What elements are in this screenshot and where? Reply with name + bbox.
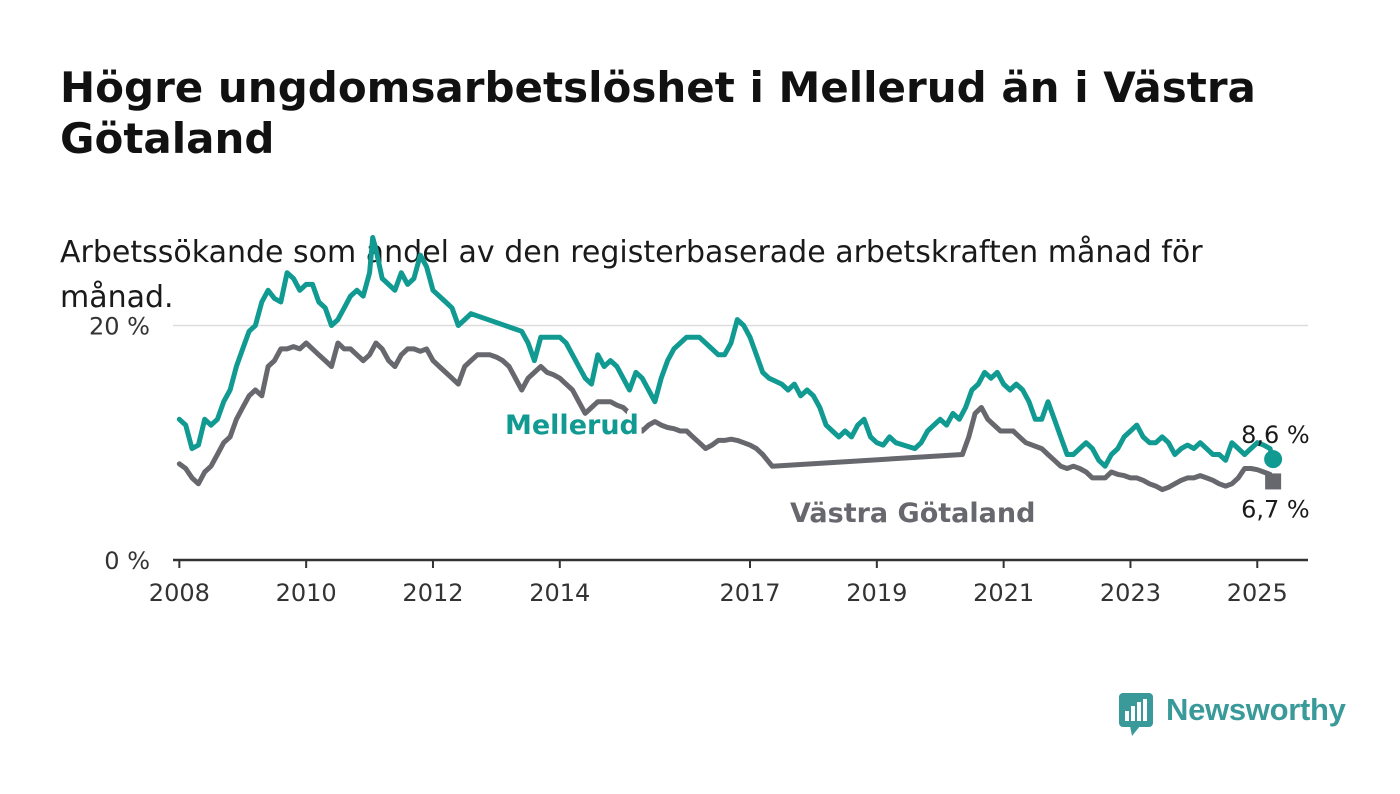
y-tick-label: 20 % (89, 312, 150, 340)
end-marker-vastra-gotaland (1265, 473, 1282, 490)
end-marker-mellerud (1264, 450, 1283, 469)
x-tick-label: 2019 (846, 579, 907, 607)
series-line-vastra-gotaland (176, 340, 1276, 493)
end-value-label-mellerud: 8,6 % (1241, 421, 1310, 449)
series-layer (176, 235, 1276, 493)
end-value-label-vastra-gotaland: 6,7 % (1241, 495, 1310, 523)
axis-layer: 0 % 20 % 2008 2010 2012 2014 2017 2019 2021 2023 2… (89, 312, 1308, 607)
x-tick-label: 2023 (1100, 579, 1161, 607)
x-tick-label: 2021 (973, 579, 1034, 607)
series-name-label-mellerud: Mellerud (505, 410, 639, 441)
series-name-label-vastra-gotaland: Västra Götaland (790, 498, 1035, 529)
brand-name: Newsworthy (1166, 692, 1346, 727)
newsworthy-logo: Newsworthy (1118, 690, 1348, 736)
chart-subtitle: Arbetssökande som andel av den registerb… (60, 235, 1203, 315)
x-tick-label: 2010 (276, 579, 337, 607)
x-tick-label: 2012 (402, 579, 463, 607)
x-tick-label: 2025 (1227, 579, 1288, 607)
y-tick-label: 0 % (104, 547, 150, 575)
chart-title: Högre ungdomsarbetslöshet i Mellerud än … (60, 63, 1256, 163)
label-layer: Mellerud Västra Götaland 8,6 % 6,7 % (500, 405, 1310, 534)
x-tick-label: 2014 (529, 579, 590, 607)
bar-chart-speech-bubble-icon (1119, 693, 1153, 736)
x-tick-label: 2008 (149, 579, 210, 607)
series-line-mellerud (176, 235, 1276, 469)
x-tick-label: 2017 (719, 579, 780, 607)
